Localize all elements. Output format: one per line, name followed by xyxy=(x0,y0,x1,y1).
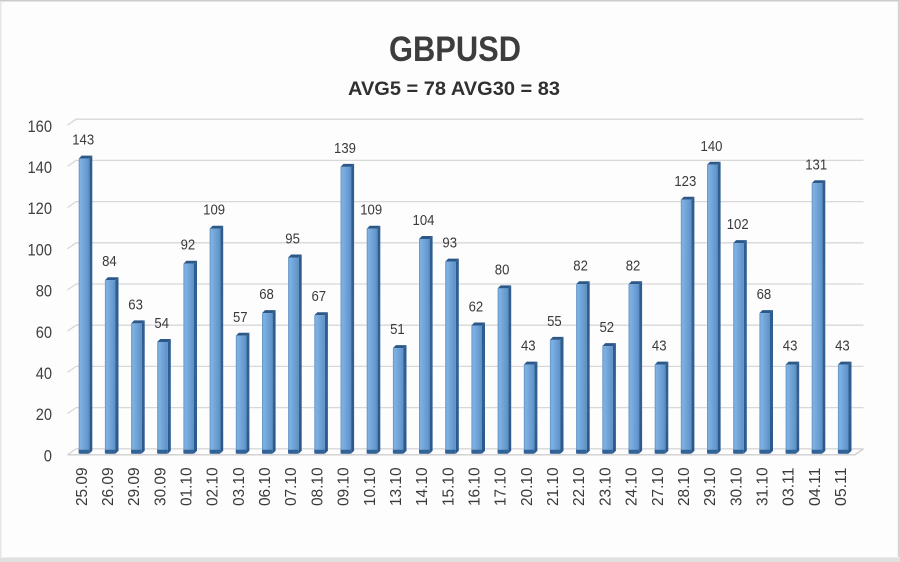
svg-text:09.10: 09.10 xyxy=(336,467,353,506)
svg-text:102: 102 xyxy=(727,217,749,233)
svg-text:GBPUSD: GBPUSD xyxy=(389,29,521,69)
svg-text:82: 82 xyxy=(573,258,588,274)
svg-text:31.10: 31.10 xyxy=(755,467,772,506)
svg-text:93: 93 xyxy=(442,236,457,252)
svg-text:26.09: 26.09 xyxy=(100,467,117,506)
svg-text:100: 100 xyxy=(28,240,53,259)
svg-text:20: 20 xyxy=(36,405,52,424)
svg-text:08.10: 08.10 xyxy=(309,467,326,506)
svg-text:63: 63 xyxy=(128,297,143,313)
svg-text:15.10: 15.10 xyxy=(440,467,457,506)
svg-text:16.10: 16.10 xyxy=(467,467,484,506)
svg-text:03.11: 03.11 xyxy=(781,467,798,506)
svg-text:57: 57 xyxy=(233,310,248,326)
svg-text:07.10: 07.10 xyxy=(283,467,300,506)
svg-text:62: 62 xyxy=(469,300,484,316)
svg-text:01.10: 01.10 xyxy=(179,467,196,506)
svg-text:30.10: 30.10 xyxy=(728,467,745,506)
svg-text:109: 109 xyxy=(360,203,382,219)
svg-text:51: 51 xyxy=(390,322,405,338)
svg-text:25.09: 25.09 xyxy=(74,467,91,506)
svg-text:104: 104 xyxy=(413,213,435,229)
svg-text:23.10: 23.10 xyxy=(597,467,614,506)
svg-text:05.11: 05.11 xyxy=(833,467,850,506)
svg-text:21.10: 21.10 xyxy=(545,467,562,506)
svg-text:30.09: 30.09 xyxy=(152,467,169,506)
svg-text:43: 43 xyxy=(835,339,850,355)
svg-text:27.10: 27.10 xyxy=(650,467,667,506)
svg-text:10.10: 10.10 xyxy=(362,467,379,506)
svg-text:84: 84 xyxy=(102,254,117,270)
svg-text:140: 140 xyxy=(701,139,723,155)
svg-text:160: 160 xyxy=(28,117,53,136)
svg-text:82: 82 xyxy=(626,258,641,274)
svg-text:68: 68 xyxy=(259,287,274,303)
svg-text:60: 60 xyxy=(36,323,52,342)
svg-text:139: 139 xyxy=(334,141,356,157)
svg-text:AVG5 = 78 AVG30 = 83: AVG5 = 78 AVG30 = 83 xyxy=(348,78,560,100)
svg-text:80: 80 xyxy=(36,282,52,301)
svg-text:06.10: 06.10 xyxy=(257,467,274,506)
svg-text:67: 67 xyxy=(312,289,327,305)
svg-text:140: 140 xyxy=(28,158,53,177)
svg-text:109: 109 xyxy=(203,203,225,219)
svg-text:131: 131 xyxy=(805,157,827,173)
svg-text:29.10: 29.10 xyxy=(702,467,719,506)
svg-text:04.11: 04.11 xyxy=(807,467,824,506)
svg-text:0: 0 xyxy=(44,446,52,465)
svg-text:92: 92 xyxy=(181,238,196,254)
svg-text:68: 68 xyxy=(757,287,772,303)
svg-text:02.10: 02.10 xyxy=(205,467,222,506)
svg-text:120: 120 xyxy=(28,199,53,218)
svg-text:43: 43 xyxy=(652,339,667,355)
svg-text:43: 43 xyxy=(521,339,536,355)
svg-text:80: 80 xyxy=(495,262,510,278)
svg-text:13.10: 13.10 xyxy=(388,467,405,506)
svg-text:143: 143 xyxy=(72,133,94,149)
svg-text:14.10: 14.10 xyxy=(414,467,431,506)
svg-text:95: 95 xyxy=(285,232,300,248)
svg-text:40: 40 xyxy=(36,364,52,383)
svg-text:123: 123 xyxy=(674,174,696,190)
svg-text:22.10: 22.10 xyxy=(571,467,588,506)
svg-text:54: 54 xyxy=(154,316,169,332)
svg-text:52: 52 xyxy=(600,320,615,336)
svg-text:55: 55 xyxy=(547,314,562,330)
svg-text:29.09: 29.09 xyxy=(126,467,143,506)
svg-text:24.10: 24.10 xyxy=(624,467,641,506)
svg-text:17.10: 17.10 xyxy=(493,467,510,506)
svg-text:28.10: 28.10 xyxy=(676,467,693,506)
svg-text:20.10: 20.10 xyxy=(519,467,536,506)
svg-text:43: 43 xyxy=(783,339,798,355)
svg-text:03.10: 03.10 xyxy=(231,467,248,506)
